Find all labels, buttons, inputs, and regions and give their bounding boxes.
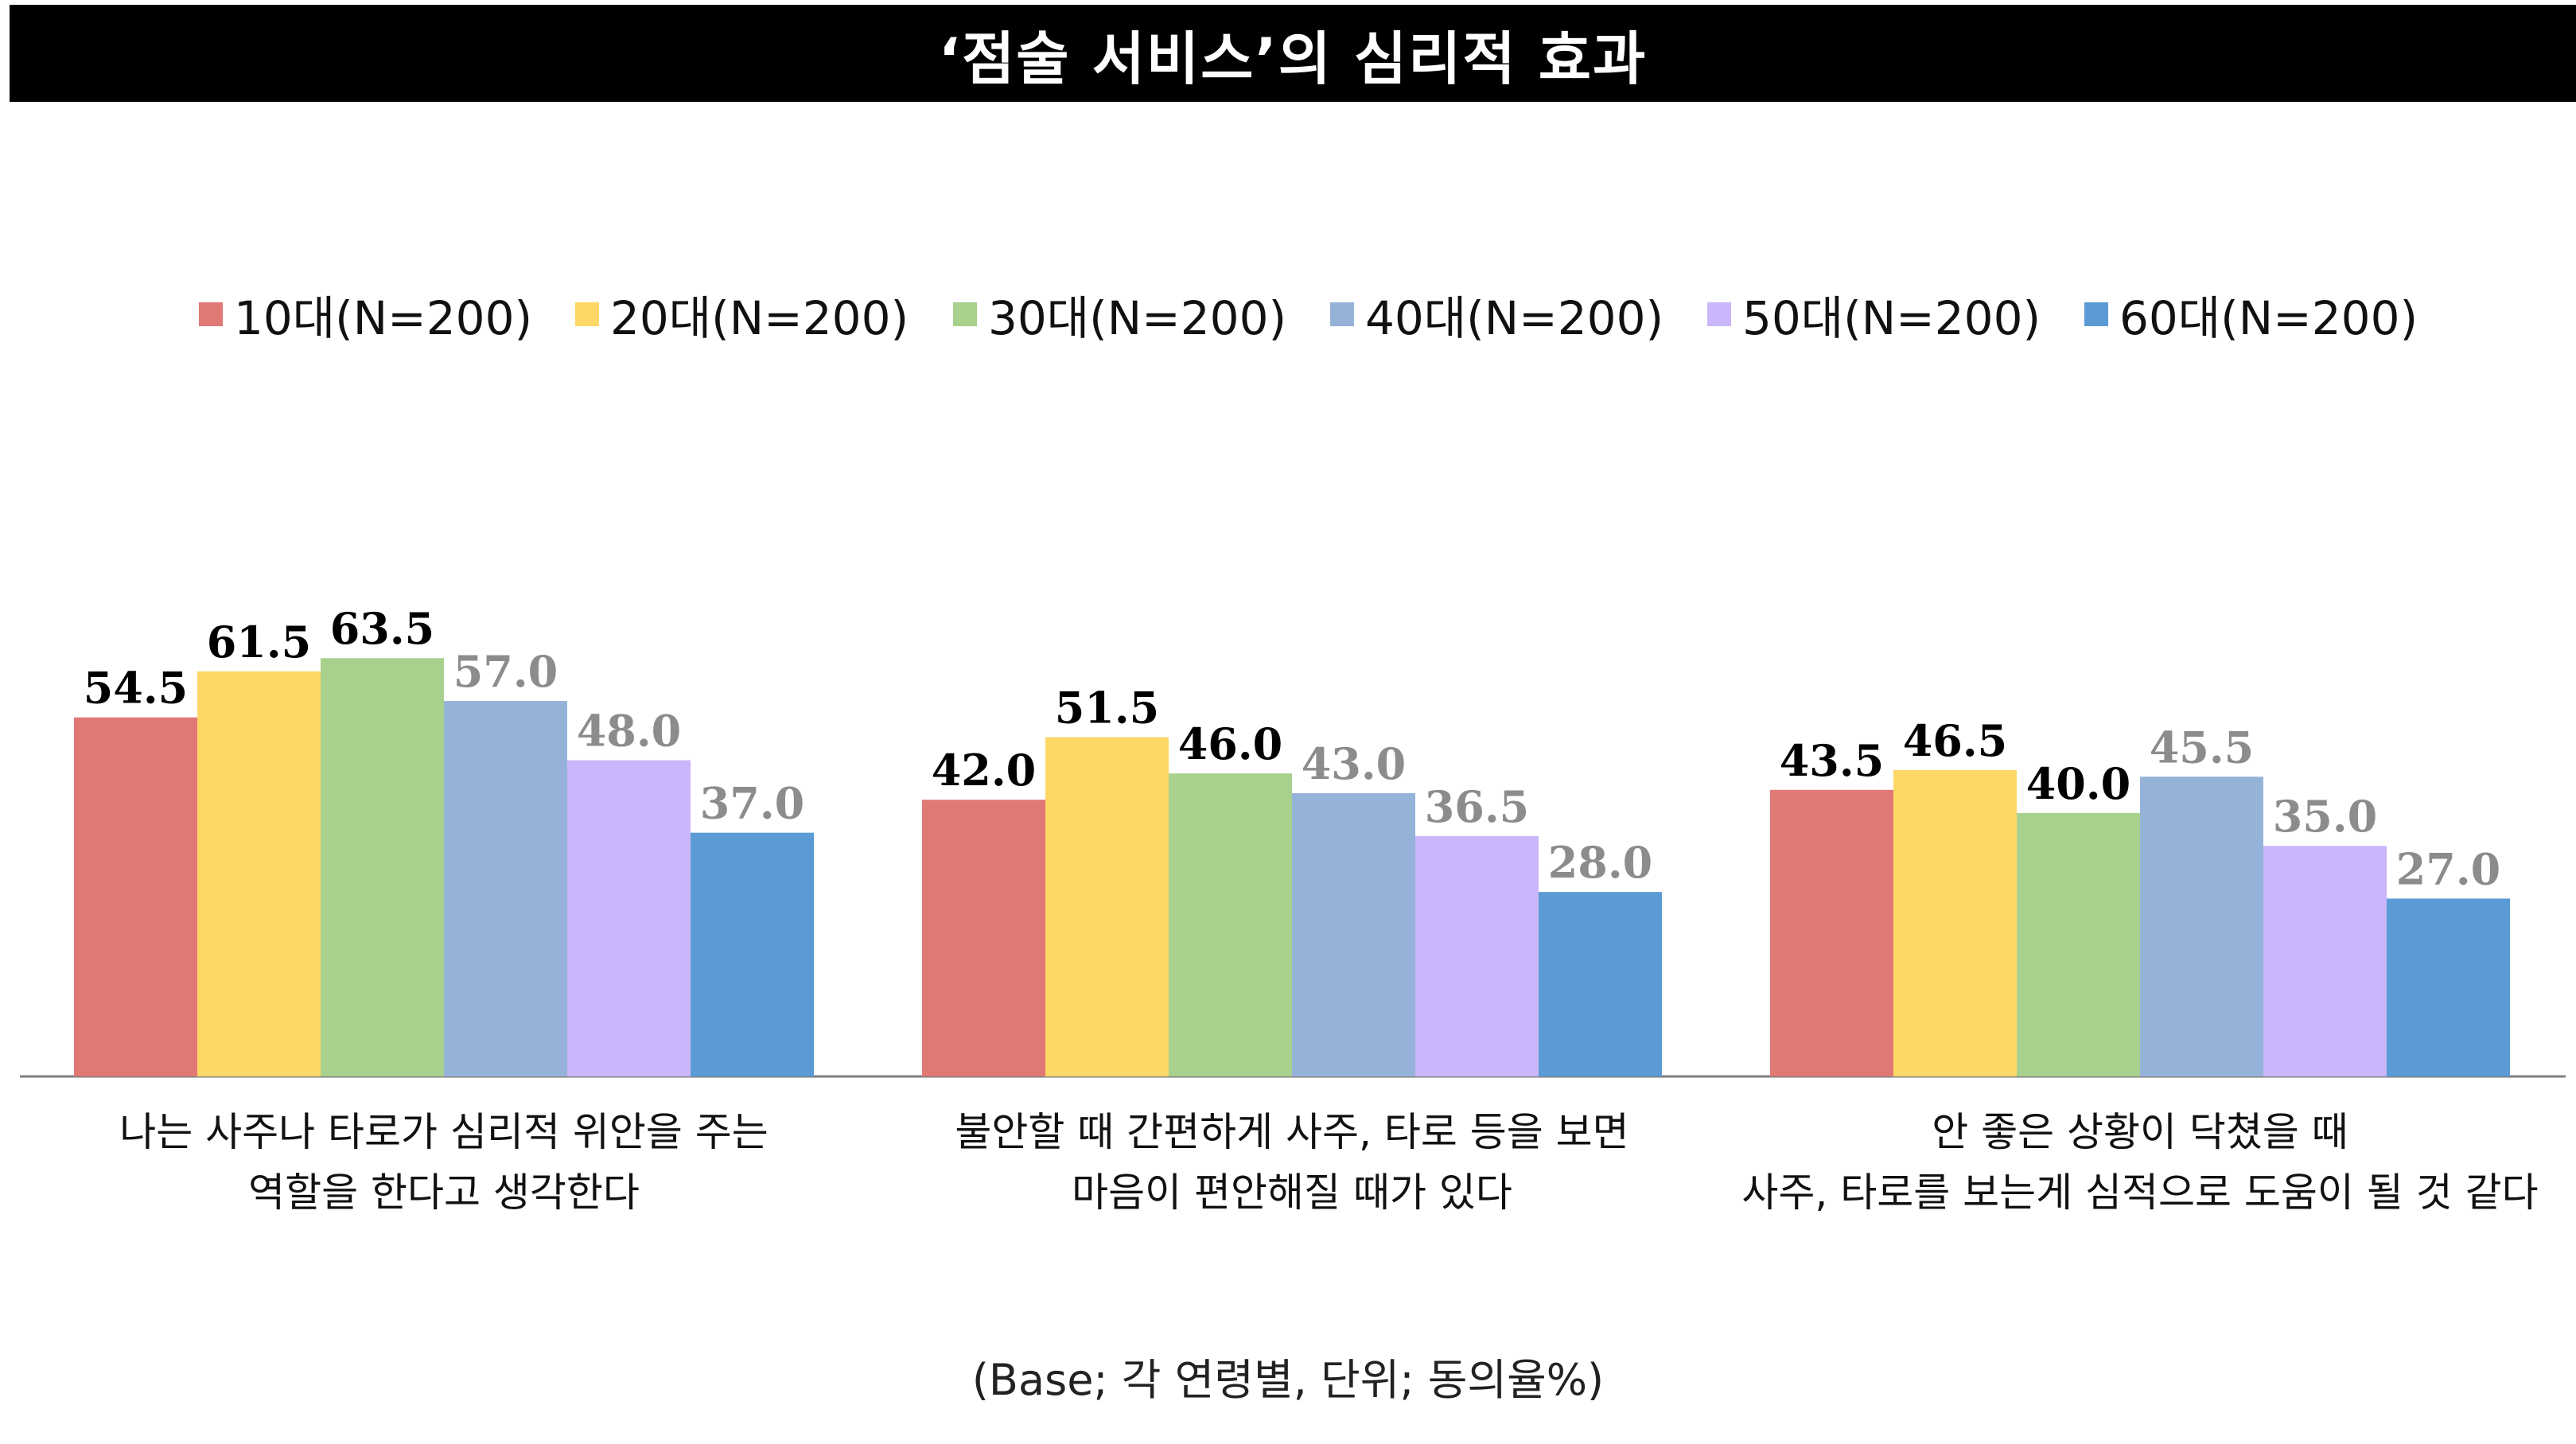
legend-item: 10대(N=200) <box>199 282 532 346</box>
bar <box>1045 737 1169 1076</box>
legend-swatch <box>575 302 599 326</box>
data-label: 54.5 <box>84 663 189 714</box>
data-label: 40.0 <box>2026 758 2131 809</box>
bar <box>1539 892 1662 1076</box>
data-label: 28.0 <box>1548 837 1653 888</box>
data-label: 51.5 <box>1055 683 1160 734</box>
data-label: 43.5 <box>1780 735 1885 786</box>
bar <box>197 671 321 1076</box>
data-label: 45.5 <box>2150 722 2255 773</box>
legend-swatch <box>1330 302 1354 326</box>
data-label: 48.0 <box>577 706 682 757</box>
legend: 10대(N=200) 20대(N=200) 30대(N=200) 40대(N=200)… <box>0 282 2576 346</box>
bar <box>2017 812 2140 1076</box>
legend-label: 60대(N=200) <box>2119 291 2418 345</box>
legend-swatch <box>2084 302 2108 326</box>
legend-label: 20대(N=200) <box>610 291 909 345</box>
chart-title: ‘점술 서비스’의 심리적 효과 <box>10 5 2576 102</box>
category-label: 사주, 타로를 보는게 심적으로 도움이 될 것 같다 <box>1741 1170 2538 1216</box>
bar <box>2263 846 2387 1076</box>
legend-swatch <box>1707 302 1731 326</box>
bar <box>1893 769 2017 1076</box>
legend-label: 30대(N=200) <box>988 291 1287 345</box>
data-label: 36.5 <box>1425 781 1530 832</box>
bar <box>567 760 691 1076</box>
bar <box>1415 835 1539 1076</box>
legend-swatch <box>199 302 223 326</box>
bar <box>1770 789 1893 1076</box>
legend-item: 20대(N=200) <box>575 282 909 346</box>
category-label: 마음이 편안해질 때가 있다 <box>1072 1170 1512 1216</box>
data-label: 46.5 <box>1903 715 2008 766</box>
data-label: 43.0 <box>1302 738 1407 789</box>
footnote: (Base; 각 연령별, 단위; 동의율%) <box>971 1355 1605 1405</box>
bar <box>1169 773 1292 1076</box>
category-label: 안 좋은 상황이 닥쳤을 때 <box>1932 1109 2348 1155</box>
data-label: 27.0 <box>2396 843 2501 894</box>
legend-label: 10대(N=200) <box>234 291 533 345</box>
legend-item: 30대(N=200) <box>953 282 1286 346</box>
bar <box>74 717 197 1076</box>
data-label: 42.0 <box>932 745 1037 796</box>
chart-title-text: ‘점술 서비스’의 심리적 효과 <box>938 25 1648 92</box>
data-label: 46.0 <box>1178 718 1283 769</box>
bar <box>1292 792 1415 1076</box>
data-label: 61.5 <box>207 617 312 668</box>
bar <box>2387 898 2510 1076</box>
bar <box>2140 776 2263 1076</box>
bar <box>321 658 444 1076</box>
legend-swatch <box>953 302 977 326</box>
data-label: 37.0 <box>700 778 805 829</box>
legend-item: 40대(N=200) <box>1330 282 1664 346</box>
data-label: 35.0 <box>2273 791 2378 842</box>
bar <box>922 800 1045 1076</box>
bar <box>691 832 814 1076</box>
legend-label: 40대(N=200) <box>1365 291 1664 345</box>
legend-item: 60대(N=200) <box>2084 282 2418 346</box>
bar <box>444 701 567 1076</box>
data-label: 63.5 <box>330 603 435 654</box>
legend-item: 50대(N=200) <box>1707 282 2041 346</box>
legend-label: 50대(N=200) <box>1742 291 2041 345</box>
category-label: 불안할 때 간편하게 사주, 타로 등을 보면 <box>955 1109 1628 1155</box>
category-label: 나는 사주나 타로가 심리적 위안을 주는 <box>119 1109 768 1155</box>
data-label: 57.0 <box>453 646 558 697</box>
category-label: 역할을 한다고 생각한다 <box>248 1170 640 1216</box>
